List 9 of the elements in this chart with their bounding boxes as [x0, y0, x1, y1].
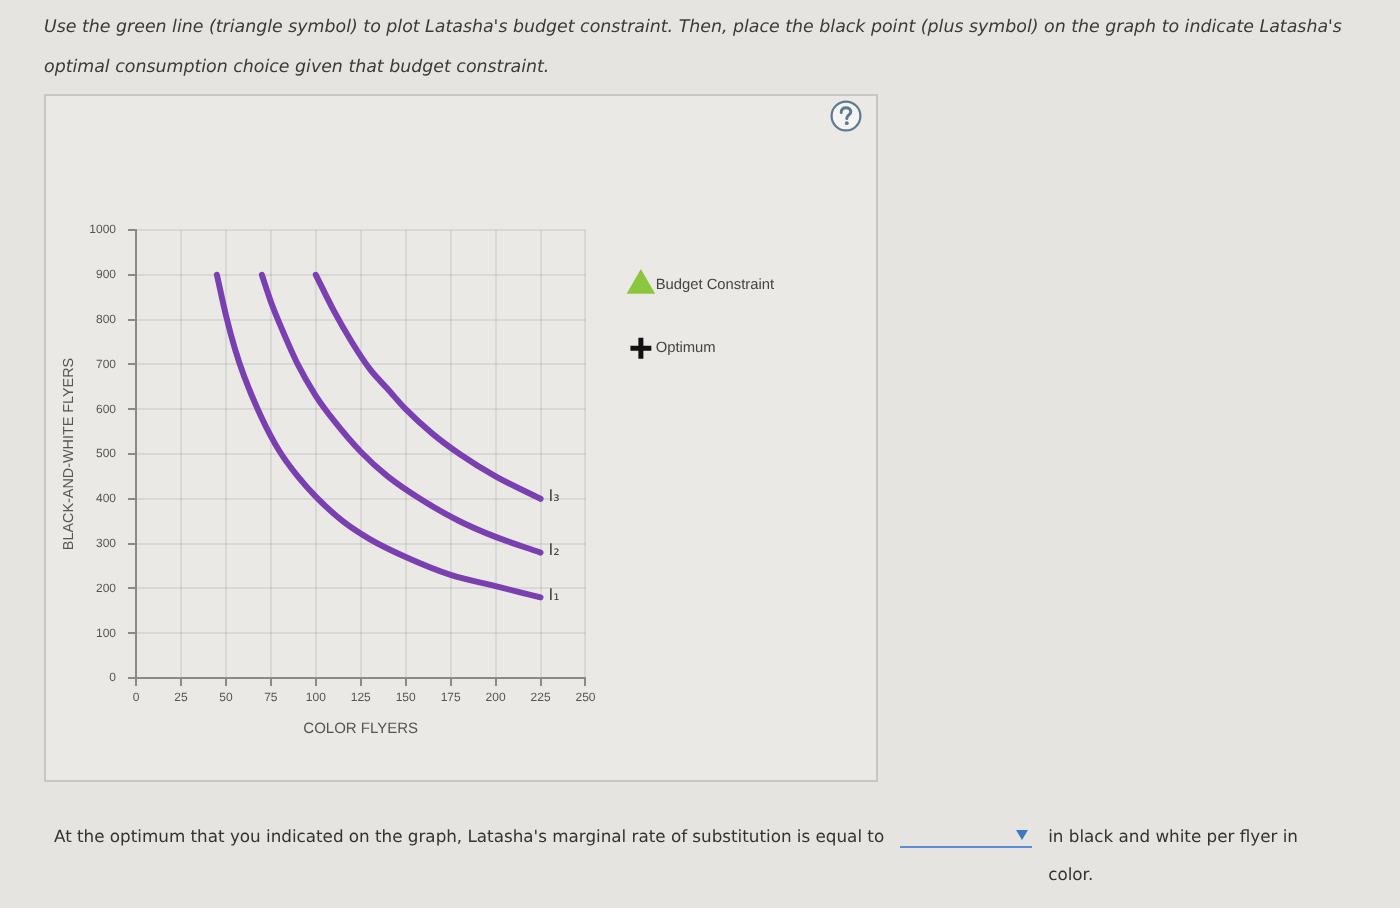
series-label: I₃	[548, 486, 560, 505]
series-label: I₁	[548, 585, 560, 604]
text: in black and white per flyer in color.	[1048, 824, 1300, 888]
line-series	[312, 271, 544, 502]
text: At the optimum that you indicated on the graph, Latasha's marginal rate of substitution is equal to	[54, 826, 885, 846]
text: Use the green line (triangle symbol) to plot Latasha's budget constraint. Then, place the black point (plus symbol) on the graph to indicate Latasha's optimal consumption choice given that budget constraint.	[44, 16, 1344, 82]
series-label: I₂	[548, 540, 560, 559]
line-series	[258, 271, 544, 556]
line-series	[213, 271, 544, 601]
